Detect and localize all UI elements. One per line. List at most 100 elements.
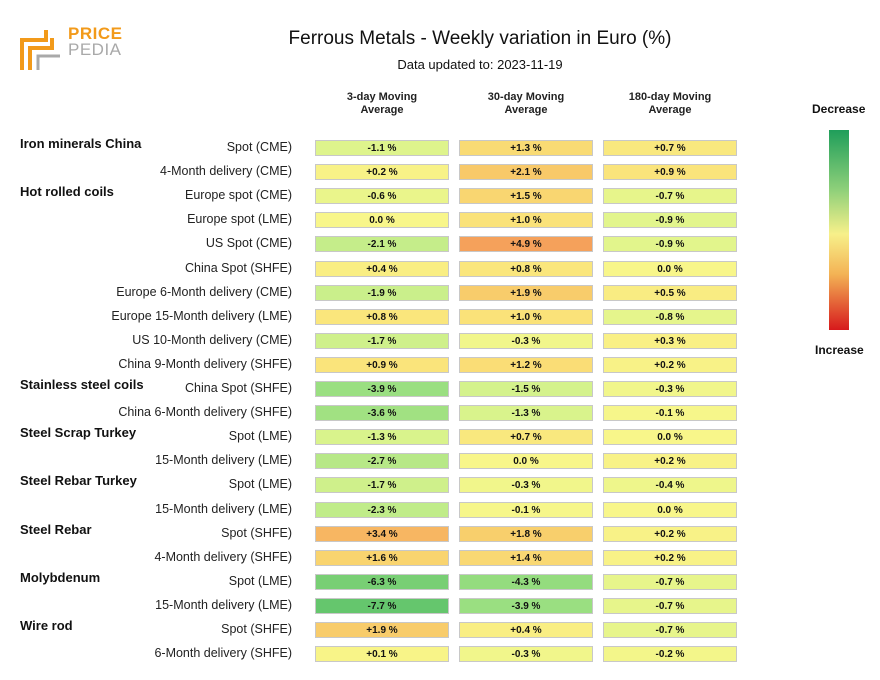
heatmap-cell: 0.0 % [315,212,449,229]
heatmap-cell: +1.4 % [459,549,593,566]
heatmap-row: China Spot (SHFE) +0.4 % +0.8 % 0.0 % [0,257,760,281]
heatmap-cell: -0.7 % [603,188,737,205]
heatmap-cell: -3.9 % [315,381,449,397]
heatmap-cell: -0.9 % [603,212,737,229]
heatmap-cell: +1.0 % [459,212,593,229]
row-label: China 9-Month delivery (SHFE) [118,356,292,371]
heatmap-cell: 0.0 % [603,501,737,518]
row-group-label: Molybdenum [20,569,101,585]
heatmap-cell: +2.1 % [459,164,593,181]
heatmap-cell: -7.7 % [315,597,449,614]
row-label: China 6-Month delivery (SHFE) [118,405,292,420]
heatmap-cell: +1.3 % [459,140,593,156]
row-label: China Spot (SHFE) [185,260,292,275]
heatmap-cell: 0.0 % [603,429,737,446]
chart-title: Ferrous Metals - Weekly variation in Eur… [288,28,672,49]
heatmap-cell: +0.8 % [315,308,449,325]
heatmap-cell: -0.8 % [603,308,737,325]
heatmap-row: 15-Month delivery (LME) -2.3 % -0.1 % 0.0 % [0,498,760,522]
row-label: Spot (LME) [228,477,292,492]
legend-increase-label: Increase [815,343,864,357]
heatmap-cell: -2.3 % [315,501,449,518]
heatmap-cell: -0.7 % [603,573,737,590]
heatmap-cell: -0.7 % [603,597,737,614]
heatmap-cell: -1.7 % [315,332,449,349]
heatmap-row: Iron minerals China Spot (CME) -1.1 % +1.3 … [0,136,760,160]
heatmap-row: 6-Month delivery (SHFE) +0.1 % -0.3 % -0.2 … [0,642,760,666]
heatmap-cell: +0.2 % [603,356,737,373]
row-label: 6-Month delivery (SHFE) [154,646,292,661]
heatmap-row: Steel Rebar Spot (SHFE) +3.4 % +1.8 % +0.2 % [0,522,760,546]
heatmap-cell: +1.9 % [459,284,593,301]
heatmap-cell: -0.6 % [315,188,449,205]
heatmap-cell: 0.0 % [603,260,737,277]
row-label: US 10-Month delivery (CME) [132,332,292,347]
logo-mark-icon [20,30,60,70]
column-header: 30-day Moving Average [487,91,565,116]
heatmap-cell: -4.3 % [459,573,593,590]
heatmap-cell: -2.1 % [315,236,449,253]
heatmap-row: Steel Rebar Turkey Spot (LME) -1.7 % -0.3 %… [0,473,760,497]
heatmap-cell: +0.7 % [459,429,593,446]
heatmap-cell: +0.8 % [459,260,593,277]
row-group-label: Steel Rebar Turkey [20,473,137,489]
row-group-label: Steel Rebar [20,521,92,537]
heatmap-cell: +1.8 % [459,525,593,542]
row-group-label: Iron minerals China [20,136,142,151]
heatmap-cell: -2.7 % [315,453,449,470]
heatmap-cell: +0.3 % [603,332,737,349]
legend-color-bar [829,130,849,330]
row-label: China Spot (SHFE) [185,381,292,395]
row-label: 15-Month delivery (LME) [155,501,292,516]
heatmap-cell: +0.4 % [315,260,449,277]
heatmap-cell: +0.2 % [603,549,737,566]
heatmap-cell: +1.6 % [315,549,449,566]
heatmap-cell: -0.9 % [603,236,737,253]
heatmap-row: 15-Month delivery (LME) -7.7 % -3.9 % -0.7 … [0,594,760,618]
row-label: 4-Month delivery (SHFE) [154,549,292,564]
heatmap-cell: -1.1 % [315,140,449,156]
heatmap-cell: -0.3 % [459,332,593,349]
heatmap-row: US 10-Month delivery (CME) -1.7 % -0.3 % +0… [0,329,760,353]
chart-subtitle: Data updated to: 2023-11-19 [397,57,563,72]
heatmap-row: China 9-Month delivery (SHFE) +0.9 % +1.2 … [0,353,760,377]
heatmap-cell: +0.5 % [603,284,737,301]
logo-line-2: PEDIA [68,40,122,59]
heatmap-cell: -1.3 % [315,429,449,446]
heatmap-cell: +1.5 % [459,188,593,205]
row-label: Spot (SHFE) [221,525,292,540]
heatmap-cell: -1.9 % [315,284,449,301]
heatmap-cell: -0.1 % [603,405,737,422]
heatmap-row: 4-Month delivery (CME) +0.2 % +2.1 % +0.9 % [0,160,760,184]
row-label: Spot (LME) [228,429,292,444]
logo-wordmark: PRICE PEDIA [68,24,123,59]
row-label: US Spot (CME) [205,236,292,251]
heatmap-row: Hot rolled coils Europe spot (CME) -0.6 % +… [0,184,760,208]
logo-line-1: PRICE [68,24,123,43]
row-label: Europe spot (CME) [185,188,292,203]
legend-decrease-label: Decrease [812,102,866,116]
heatmap-cell: +1.0 % [459,308,593,325]
heatmap-row: Molybdenum Spot (LME) -6.3 % -4.3 % -0.7 % [0,570,760,594]
row-label: Spot (SHFE) [221,622,292,636]
heatmap-cell: +0.9 % [603,164,737,181]
heatmap-row: Steel Scrap Turkey Spot (LME) -1.3 % +0.7 %… [0,425,760,449]
heatmap-cell: +3.4 % [315,525,449,542]
heatmap-cell: -3.9 % [459,597,593,614]
heatmap-cell: -0.3 % [459,477,593,494]
heatmap-cell: 0.0 % [459,453,593,470]
heatmap-row: China 6-Month delivery (SHFE) -3.6 % -1.3 … [0,401,760,425]
row-label: Spot (CME) [226,140,292,154]
row-label: Spot (LME) [228,573,292,588]
heatmap-cell: +0.4 % [459,622,593,638]
heatmap-cell: -0.4 % [603,477,737,494]
heatmap-cell: +0.2 % [603,453,737,470]
heatmap-cell: -0.1 % [459,501,593,518]
heatmap-cell: -0.2 % [603,646,737,663]
heatmap-row: Europe 15-Month delivery (LME) +0.8 % +1.0… [0,305,760,329]
heatmap-cell: +0.2 % [315,164,449,181]
heatmap-row: Europe 6-Month delivery (CME) -1.9 % +1.9 … [0,281,760,305]
row-group-label: Hot rolled coils [20,184,114,200]
heatmap-cell: -0.7 % [603,622,737,638]
heatmap-cell: -1.7 % [315,477,449,494]
